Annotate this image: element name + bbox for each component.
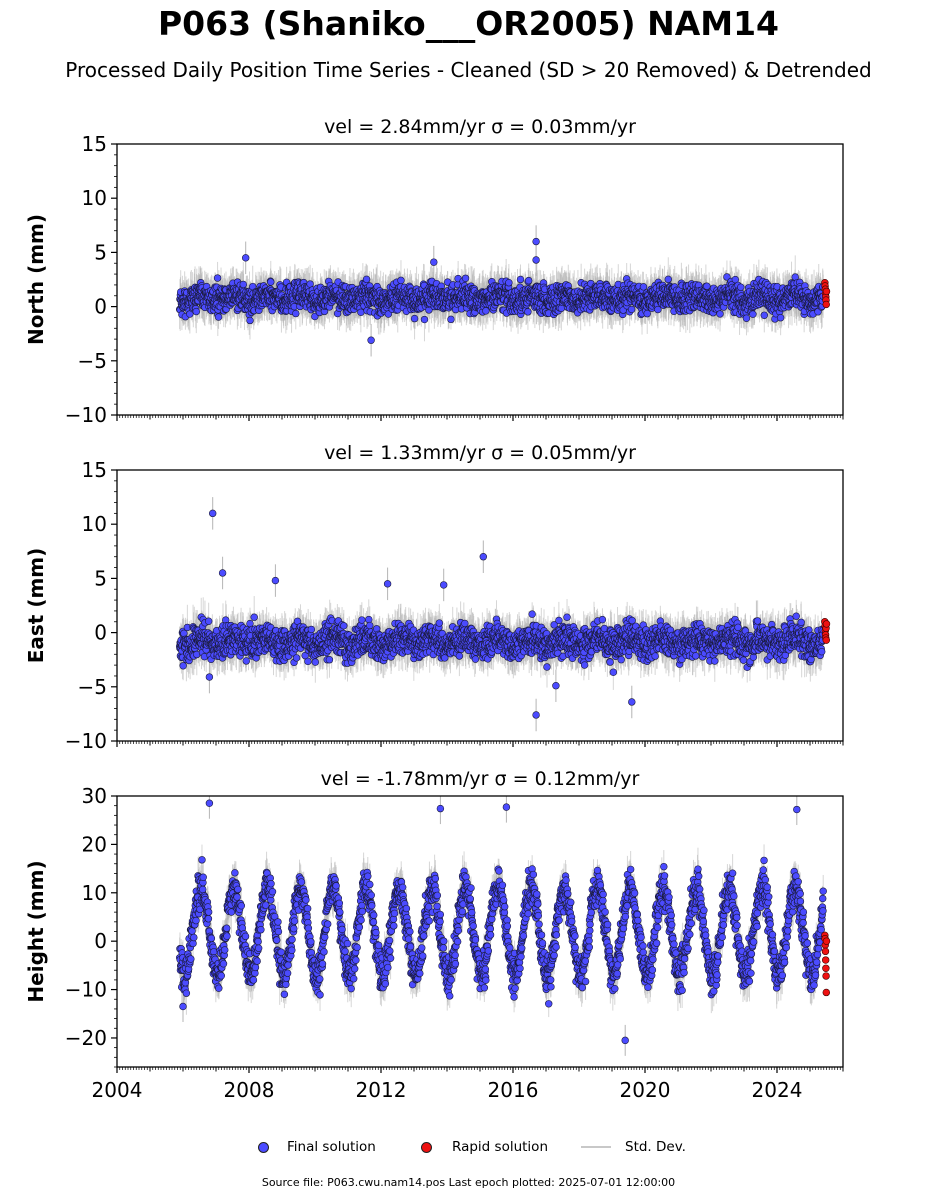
final-point <box>246 316 254 325</box>
final-point <box>737 283 745 291</box>
final-point <box>311 312 319 321</box>
final-point <box>362 275 371 284</box>
final-point <box>239 280 248 289</box>
final-point <box>524 276 533 285</box>
final-point <box>357 308 365 316</box>
final-point <box>760 311 768 319</box>
final-point <box>447 315 455 324</box>
final-point <box>643 309 651 318</box>
main-title: P063 (Shaniko___OR2005) NAM14 <box>0 4 937 43</box>
final-point <box>213 274 222 282</box>
final-point <box>410 314 419 323</box>
final-point <box>557 304 566 312</box>
final-point <box>482 307 490 315</box>
final-point <box>627 305 636 314</box>
subtitle: Processed Daily Position Time Series - C… <box>0 58 937 82</box>
final-point <box>214 313 223 321</box>
final-point <box>461 274 470 282</box>
final-point <box>654 305 662 314</box>
final-point <box>524 308 532 316</box>
final-point <box>267 278 275 286</box>
final-point <box>192 307 200 316</box>
final-point <box>716 310 724 318</box>
final-point <box>516 275 525 284</box>
final-point <box>639 283 648 291</box>
final-point <box>749 310 757 318</box>
final-point <box>505 279 513 287</box>
final-point <box>397 276 405 285</box>
data-points <box>176 237 831 344</box>
final-point <box>420 315 429 324</box>
final-point <box>292 309 300 318</box>
final-point <box>664 275 672 284</box>
final-point <box>703 282 711 290</box>
final-point <box>742 314 751 322</box>
